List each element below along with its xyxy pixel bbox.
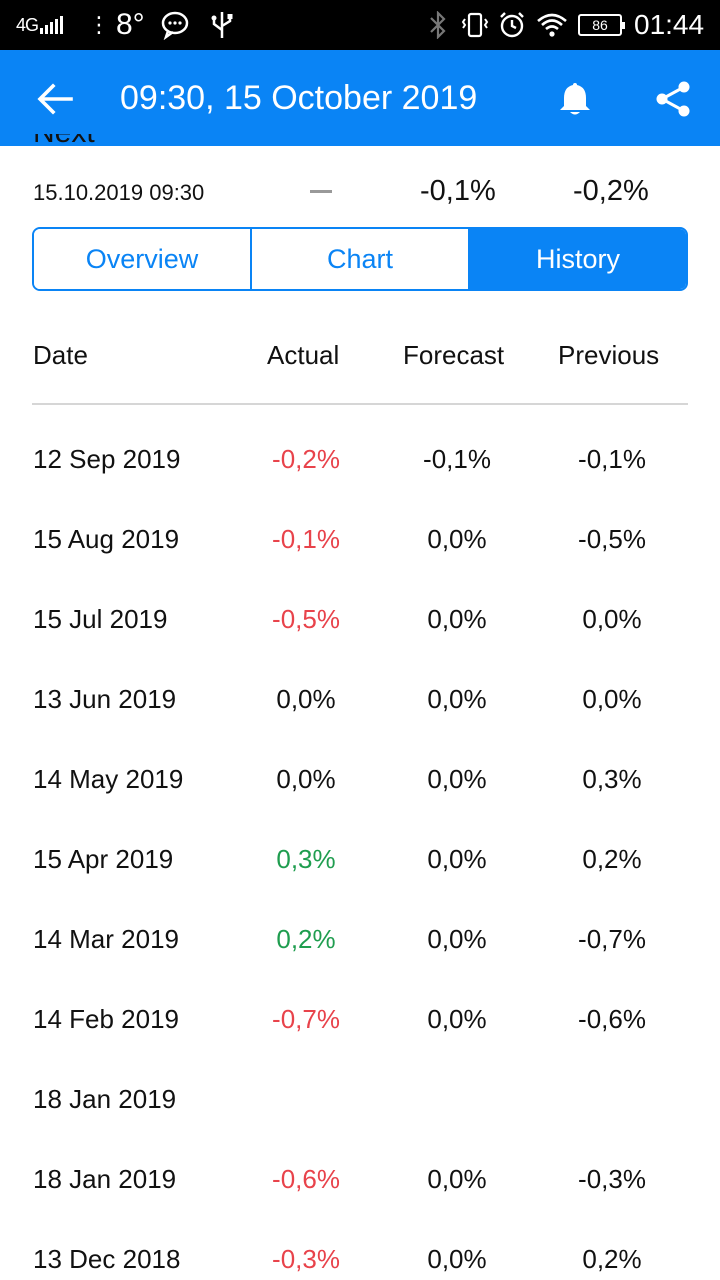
- tab-chart[interactable]: Chart: [250, 229, 468, 289]
- table-row[interactable]: 15 Aug 2019 -0,1% 0,0% -0,5%: [0, 500, 720, 580]
- share-icon: [656, 81, 690, 117]
- row-actual: -0,3%: [272, 1244, 340, 1274]
- header-divider: [32, 403, 688, 405]
- row-previous: 0,3%: [582, 764, 642, 794]
- table-row[interactable]: 15 Jul 2019 -0,5% 0,0% 0,0%: [0, 580, 720, 660]
- row-previous: -0,5%: [578, 524, 646, 554]
- column-header-forecast: Forecast: [403, 340, 505, 370]
- row-forecast: 0,0%: [427, 524, 487, 554]
- alert-button[interactable]: [548, 72, 602, 126]
- next-actual-placeholder: [310, 190, 332, 193]
- row-date: 18 Jan 2019: [33, 1164, 177, 1194]
- row-previous: -0,7%: [578, 924, 646, 954]
- page-title: 09:30, 15 October 2019: [120, 78, 478, 117]
- column-header-previous: Previous: [558, 340, 660, 370]
- row-date: 14 May 2019: [33, 764, 184, 794]
- row-forecast: -0,1%: [423, 444, 491, 474]
- next-label: Next: [33, 134, 95, 148]
- row-date: 13 Jun 2019: [33, 684, 177, 714]
- row-date: 12 Sep 2019: [33, 444, 181, 474]
- row-previous: 0,2%: [582, 1244, 642, 1274]
- next-date: 15.10.2019 09:30: [33, 180, 205, 205]
- arrow-left-icon: [37, 83, 73, 115]
- battery-icon: 86: [578, 0, 625, 50]
- row-previous: -0,3%: [578, 1164, 646, 1194]
- row-forecast: 0,0%: [427, 844, 487, 874]
- next-previous: -0,2%: [573, 175, 649, 207]
- battery-level: 86: [592, 17, 608, 33]
- row-actual: 0,3%: [276, 844, 336, 874]
- row-actual: 0,0%: [276, 684, 336, 714]
- status-bar: 4G ⋮ 8° 86 01:44: [0, 0, 720, 50]
- usb-icon: [208, 0, 236, 50]
- column-header-actual: Actual: [267, 340, 340, 370]
- row-date: 14 Mar 2019: [33, 924, 179, 954]
- row-actual: -0,2%: [272, 444, 340, 474]
- row-forecast: 0,0%: [427, 1004, 487, 1034]
- back-button[interactable]: [30, 74, 80, 124]
- row-previous: 0,0%: [582, 604, 642, 634]
- row-actual: 0,0%: [276, 764, 336, 794]
- row-forecast: 0,0%: [427, 684, 487, 714]
- row-previous: -0,1%: [578, 444, 646, 474]
- table-row[interactable]: 13 Dec 2018 -0,3% 0,0% 0,2%: [0, 1220, 720, 1280]
- table-row[interactable]: 15 Apr 2019 0,3% 0,0% 0,2%: [0, 820, 720, 900]
- bell-icon: [560, 83, 590, 115]
- view-tabs: Overview Chart History: [32, 227, 688, 291]
- row-previous: 0,2%: [582, 844, 642, 874]
- row-actual: -0,5%: [272, 604, 340, 634]
- row-previous: 0,0%: [582, 684, 642, 714]
- row-actual: -0,7%: [272, 1004, 340, 1034]
- temperature: 8°: [116, 8, 145, 41]
- history-table: 12 Sep 2019 -0,2% -0,1% -0,1% 15 Aug 201…: [0, 420, 720, 1280]
- table-row[interactable]: 13 Jun 2019 0,0% 0,0% 0,0%: [0, 660, 720, 740]
- row-actual: -0,1%: [272, 524, 340, 554]
- tab-overview[interactable]: Overview: [34, 229, 250, 289]
- row-date: 14 Feb 2019: [33, 1004, 180, 1034]
- row-date: 15 Jul 2019: [33, 604, 168, 634]
- signal-icon: 4G: [16, 0, 64, 50]
- column-header-date: Date: [33, 340, 88, 370]
- row-forecast: 0,0%: [427, 604, 487, 634]
- table-row[interactable]: 14 Feb 2019 -0,7% 0,0% -0,6%: [0, 980, 720, 1060]
- wifi-icon: [536, 0, 568, 50]
- share-button[interactable]: [646, 72, 700, 126]
- row-date: 15 Apr 2019: [33, 844, 174, 874]
- clock: 01:44: [634, 9, 705, 40]
- bluetooth-icon: [428, 0, 448, 50]
- row-actual: -0,6%: [272, 1164, 340, 1194]
- row-date: 18 Jan 2019: [33, 1084, 177, 1114]
- row-previous: -0,6%: [578, 1004, 646, 1034]
- tab-history[interactable]: History: [468, 229, 686, 289]
- table-row[interactable]: 12 Sep 2019 -0,2% -0,1% -0,1%: [0, 420, 720, 500]
- table-row[interactable]: 18 Jan 2019: [0, 1060, 720, 1140]
- vibrate-icon: [460, 0, 490, 50]
- row-date: 15 Aug 2019: [33, 524, 180, 554]
- row-forecast: 0,0%: [427, 764, 487, 794]
- app-bar: 09:30, 15 October 2019: [0, 50, 720, 146]
- table-row[interactable]: 18 Jan 2019 -0,6% 0,0% -0,3%: [0, 1140, 720, 1220]
- row-forecast: 0,0%: [427, 1244, 487, 1274]
- table-row[interactable]: 14 May 2019 0,0% 0,0% 0,3%: [0, 740, 720, 820]
- alarm-icon: [498, 0, 526, 50]
- more-dots-icon: ⋮: [88, 12, 110, 37]
- next-forecast: -0,1%: [420, 175, 496, 207]
- row-actual: 0,2%: [276, 924, 336, 954]
- chat-icon: [160, 0, 190, 50]
- row-forecast: 0,0%: [427, 924, 487, 954]
- row-forecast: 0,0%: [427, 1164, 487, 1194]
- table-row[interactable]: 14 Mar 2019 0,2% 0,0% -0,7%: [0, 900, 720, 980]
- row-date: 13 Dec 2018: [33, 1244, 181, 1274]
- network-type: 4G: [16, 14, 39, 35]
